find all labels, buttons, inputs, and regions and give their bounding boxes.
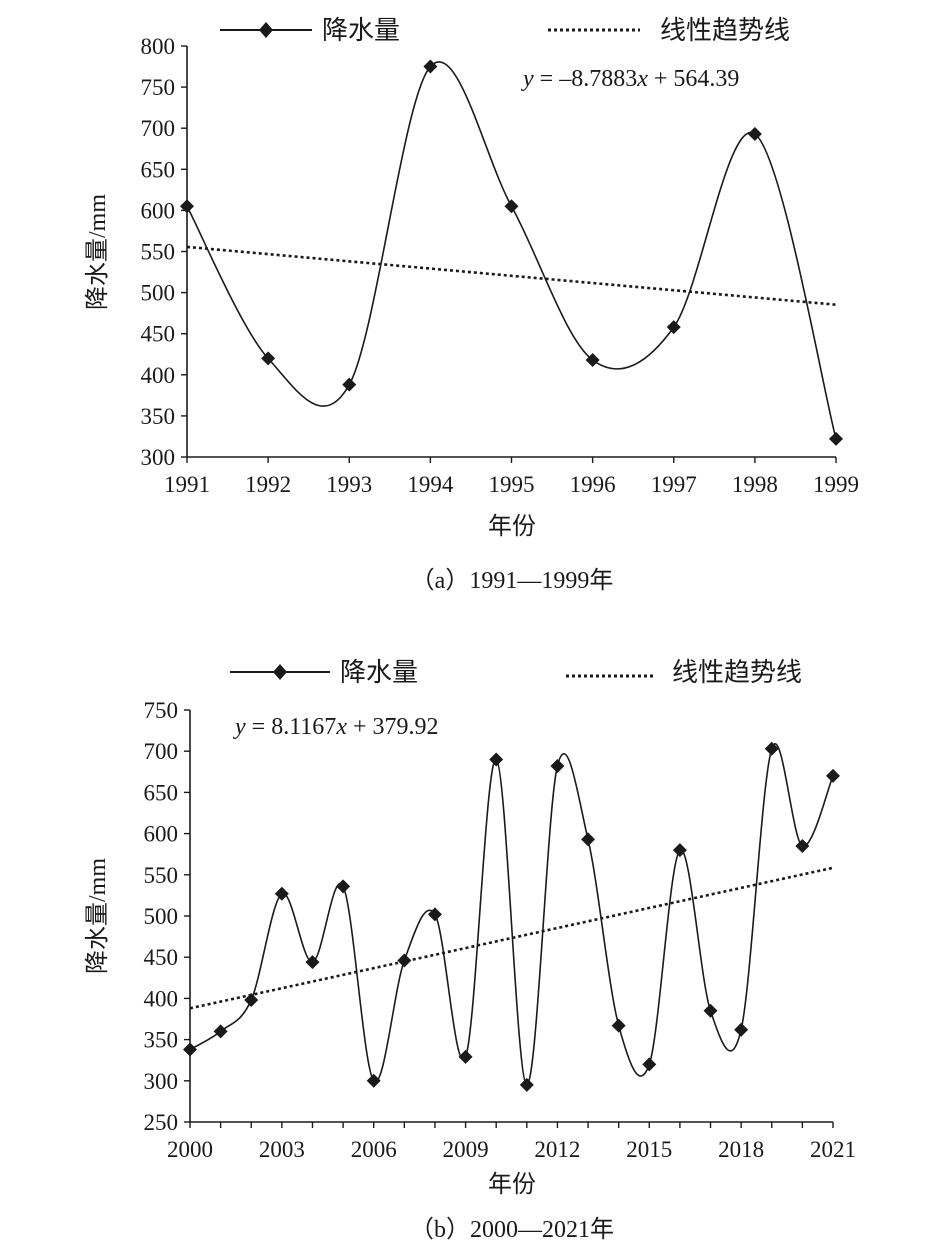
chart-a-y-tick-label: 700 [141,116,176,141]
chart-a-y-tick-label: 300 [141,445,176,470]
chart-a-data-point [504,199,519,214]
chart-a-legend: 降水量 线性趋势线 [220,16,790,45]
chart-b-legend-series-label: 降水量 [340,658,418,687]
chart-b-y-tick-label: 750 [144,698,179,723]
chart-b-y-tick-label: 500 [144,904,179,929]
chart-b-y-tick-label: 600 [144,822,179,847]
chart-b-data-point [183,1042,197,1057]
chart-a-y-tick-label: 750 [141,75,176,100]
chart-b-x-tick-label: 2009 [443,1137,489,1162]
chart-b-data-point [274,886,289,901]
chart-b-legend-trend-label: 线性趋势线 [672,658,802,687]
chart-a-equation: y = ‒8.7883x + 564.39 [521,66,739,92]
chart-a-x-tick-label: 1999 [813,472,859,497]
chart-b-x-ticks: 2000 2003 2006 2009 2012 2015 2018 2021 [167,1122,856,1162]
chart-b-x-tick-label: 2021 [810,1137,856,1162]
chart-a-series-line [186,61,837,440]
chart-b-y-tick-label: 400 [144,986,179,1011]
chart-b-equation: y = 8.1167x + 379.92 [233,714,439,740]
chart-b-y-tick-label: 450 [144,945,179,970]
chart-b-caption: （b）2000—2021年 [410,1216,614,1243]
chart-b-x-tick-label: 2015 [626,1137,672,1162]
chart-b-trendline [189,866,834,1010]
chart-b-data-point [826,768,840,783]
chart-b-data-point [305,955,320,970]
chart-a-legend-trend-label: 线性趋势线 [660,16,790,45]
chart-b-data-point [734,1022,749,1037]
chart-b-y-ticks: 250 300 350 400 450 500 550 600 650 700 750 [144,698,190,1135]
chart-a-caption: （a）1991—1999年 [411,567,614,594]
chart-a-data-point [585,353,600,368]
chart-b-markers [183,741,840,1092]
chart-b-data-point [581,832,596,847]
chart-b-y-tick-label: 650 [144,780,179,805]
chart-a-x-tick-label: 1996 [570,472,616,497]
chart-b-data-point [397,953,412,968]
chart-b-data-point [458,1049,473,1064]
chart-a-y-ticks: 300 350 400 450 500 550 600 650 700 750 800 [141,34,187,470]
chart-b-data-point [611,1018,626,1033]
chart-b-y-tick-label: 350 [144,1028,179,1053]
chart-b-y-tick-label: 550 [144,863,179,888]
chart-b-data-point [550,759,565,774]
chart-b-data-point [244,993,259,1008]
chart-a-data-point [423,59,438,74]
chart-a-data-point [829,431,843,446]
chart-a: 降水量 线性趋势线 y = ‒8.7883x + 564.39 300 350 40… [84,16,859,594]
chart-a-x-tick-label: 1993 [326,472,372,497]
chart-b-x-tick-label: 2003 [259,1137,305,1162]
chart-a-x-tick-label: 1992 [245,472,291,497]
chart-a-x-tick-label: 1995 [489,472,535,497]
chart-a-y-tick-label: 400 [141,363,176,388]
chart-b-data-point [213,1024,228,1039]
chart-b-data-point [795,838,810,853]
chart-a-y-tick-label: 600 [141,198,176,223]
chart-a-markers [180,59,843,446]
chart-a-y-axis-label: 降水量/mm [84,194,111,310]
chart-a-legend-series-label: 降水量 [322,16,400,45]
chart-b-x-tick-label: 2006 [351,1137,397,1162]
chart-a-x-ticks: 1991 1992 1993 1994 1995 1996 1997 1998 1999 [164,457,859,497]
chart-a-y-tick-label: 350 [141,404,176,429]
chart-b-legend: 降水量 线性趋势线 [230,658,802,687]
chart-a-legend-diamond-icon [259,22,273,38]
chart-b-data-point [336,879,351,894]
chart-b-y-tick-label: 700 [144,739,179,764]
chart-b-data-point [642,1057,657,1072]
chart-b-y-tick-label: 300 [144,1069,179,1094]
chart-a-x-tick-label: 1998 [732,472,778,497]
chart-a-x-tick-label: 1994 [407,472,454,497]
chart-b-x-tick-label: 2018 [718,1137,764,1162]
chart-a-data-point [747,126,762,141]
chart-b-x-tick-label: 2012 [534,1137,580,1162]
chart-a-y-tick-label: 500 [141,281,176,306]
chart-b: 降水量 线性趋势线 y = 8.1167x + 379.92 250 300 350… [84,658,856,1243]
chart-b-series-line [189,743,834,1086]
chart-a-data-point [180,199,194,214]
chart-b-legend-diamond-icon [273,664,287,680]
chart-a-trendline [186,245,837,306]
chart-b-x-tick-label: 2000 [167,1137,213,1162]
chart-a-y-tick-label: 800 [141,34,176,59]
chart-a-y-tick-label: 450 [141,322,176,347]
chart-b-data-point [489,752,504,767]
chart-a-y-tick-label: 550 [141,240,176,265]
chart-a-x-tick-label: 1991 [164,472,210,497]
chart-a-y-tick-label: 650 [141,157,176,182]
chart-b-y-axis-label: 降水量/mm [84,858,111,974]
chart-b-data-point [703,1003,718,1018]
chart-b-x-axis-label: 年份 [488,1171,536,1198]
chart-b-y-tick-label: 250 [144,1110,179,1135]
chart-b-data-point [519,1077,534,1092]
chart-a-data-point [666,320,681,335]
chart-a-data-point [342,377,357,392]
chart-b-data-point [366,1073,381,1088]
chart-a-x-axis-label: 年份 [488,513,536,540]
chart-a-x-tick-label: 1997 [651,472,697,497]
chart-b-data-point [764,741,779,756]
chart-b-data-point [672,843,687,858]
chart-a-data-point [261,351,276,366]
chart-b-data-point [427,907,442,922]
